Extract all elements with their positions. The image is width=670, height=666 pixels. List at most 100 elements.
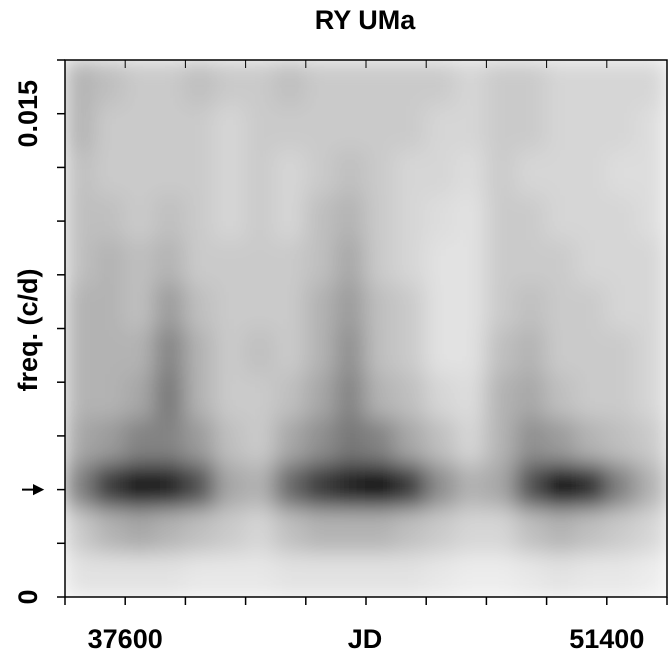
heatmap-cell	[395, 148, 428, 196]
heatmap-cell	[94, 417, 127, 464]
chart-title: RY UMa	[315, 5, 417, 35]
x-tick-label: 37600	[88, 624, 163, 654]
heatmap-cell	[274, 551, 307, 597]
heatmap-cell	[244, 506, 277, 554]
heatmap-cell	[94, 282, 127, 330]
heatmap-cell	[575, 282, 608, 330]
heatmap-cell	[395, 60, 428, 106]
heatmap-cell	[545, 461, 578, 509]
heatmap-cell	[575, 60, 608, 106]
heatmap-cell	[365, 193, 398, 240]
heatmap-cell	[545, 238, 578, 285]
heatmap-cell	[425, 551, 458, 597]
heatmap-cell	[274, 282, 307, 330]
heatmap-cell	[485, 327, 518, 375]
heatmap-cell	[65, 417, 97, 464]
heatmap-cell	[455, 193, 488, 240]
heatmap-cell	[184, 193, 217, 240]
heatmap-cell	[154, 282, 187, 330]
heatmap-cell	[65, 551, 97, 597]
heatmap-cell	[545, 372, 578, 419]
heatmap-cell	[515, 103, 548, 151]
heatmap-cell	[184, 461, 217, 509]
heatmap-cell	[94, 238, 127, 285]
heatmap-cell	[635, 417, 667, 464]
heatmap-cell	[304, 282, 337, 330]
heatmap-cell	[124, 461, 157, 509]
heatmap-cell	[334, 372, 367, 419]
heatmap-cell	[605, 193, 638, 240]
heatmap-cell	[365, 327, 398, 375]
heatmap-cell	[214, 193, 247, 240]
y-tick-label: 0.015	[13, 80, 43, 148]
heatmap-cell	[124, 417, 157, 464]
heatmap-cell	[545, 551, 578, 597]
heatmap-cell	[365, 148, 398, 196]
heatmap-cell	[334, 193, 367, 240]
heatmap-cell	[334, 327, 367, 375]
heatmap-cell	[124, 282, 157, 330]
heatmap-cell	[304, 372, 337, 419]
heatmap-cell	[124, 327, 157, 375]
heatmap-cell	[395, 461, 428, 509]
heatmap-cell	[304, 327, 337, 375]
heatmap-cell	[425, 372, 458, 419]
heatmap-cell	[575, 551, 608, 597]
heatmap-cell	[605, 103, 638, 151]
heatmap-cell	[395, 282, 428, 330]
heatmap-cell	[635, 60, 667, 106]
heatmap-cell	[214, 327, 247, 375]
heatmap-cell	[455, 506, 488, 554]
heatmap-cell	[485, 551, 518, 597]
heatmap-cell	[485, 417, 518, 464]
heatmap-cell	[94, 461, 127, 509]
heatmap-cell	[274, 372, 307, 419]
heatmap-cell	[455, 282, 488, 330]
heatmap-cell	[425, 461, 458, 509]
heatmap-cell	[244, 193, 277, 240]
heatmap-cell	[154, 193, 187, 240]
heatmap-cell	[485, 148, 518, 196]
heatmap-cell	[304, 551, 337, 597]
heatmap-cell	[365, 506, 398, 554]
heatmap-cell	[575, 148, 608, 196]
heatmap-cell	[244, 103, 277, 151]
heatmap-cell	[605, 327, 638, 375]
heatmap-cell	[124, 506, 157, 554]
heatmap-cell	[455, 148, 488, 196]
heatmap-cell	[184, 551, 217, 597]
heatmap-cell	[605, 551, 638, 597]
heatmap-cell	[365, 372, 398, 419]
heatmap-cell	[575, 103, 608, 151]
heatmap-cell	[244, 461, 277, 509]
heatmap-cell	[395, 551, 428, 597]
heatmap-cell	[94, 148, 127, 196]
heatmap-cell	[214, 282, 247, 330]
heatmap-cell	[605, 60, 638, 106]
heatmap-cell	[334, 461, 367, 509]
heatmap-cell	[365, 103, 398, 151]
heatmap-cell	[635, 372, 667, 419]
heatmap-cell	[184, 148, 217, 196]
heatmap-cell	[455, 103, 488, 151]
heatmap-cell	[515, 60, 548, 106]
heatmap-cell	[575, 327, 608, 375]
heatmap-cell	[515, 193, 548, 240]
heatmap-cell	[395, 372, 428, 419]
heatmap-cell	[304, 193, 337, 240]
heatmap-cell	[575, 372, 608, 419]
heatmap-cell	[365, 60, 398, 106]
heatmap-cell	[184, 103, 217, 151]
heatmap-cell	[515, 461, 548, 509]
heatmap-cell	[365, 282, 398, 330]
heatmap-cell	[154, 103, 187, 151]
heatmap-cell	[184, 327, 217, 375]
heatmap-cell	[425, 282, 458, 330]
heatmap-cell	[334, 103, 367, 151]
heatmap-cell	[334, 551, 367, 597]
heatmap-cell	[65, 372, 97, 419]
heatmap-cells	[65, 60, 667, 597]
heatmap-cell	[244, 327, 277, 375]
heatmap-cell	[184, 238, 217, 285]
